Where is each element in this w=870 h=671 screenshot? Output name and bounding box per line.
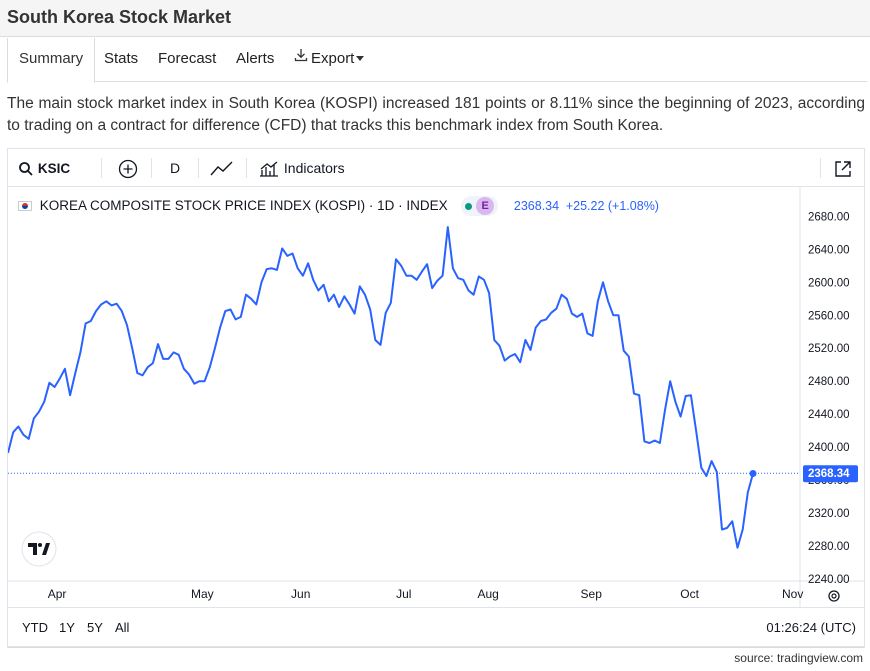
chart-toolbar: KSIC D Indicators bbox=[8, 149, 864, 187]
tab-summary[interactable]: Summary bbox=[7, 38, 96, 83]
indicators-label: Indicators bbox=[283, 160, 345, 176]
symbol-search[interactable]: KSIC bbox=[18, 149, 70, 187]
last-price-tag: 2368.34 bbox=[803, 465, 858, 483]
range-1y-button[interactable]: 1Y bbox=[59, 620, 75, 635]
symbol-label: KSIC bbox=[37, 161, 71, 176]
range-ytd-button[interactable]: YTD bbox=[22, 620, 48, 635]
y-tick-label: 2320.00 bbox=[808, 508, 850, 520]
price-tag-background bbox=[803, 465, 858, 483]
indicators-button[interactable]: Indicators bbox=[258, 149, 345, 187]
add-circle-icon bbox=[117, 160, 139, 179]
interval-button[interactable]: D bbox=[170, 160, 181, 176]
source-credit: source: tradingview.com bbox=[734, 651, 863, 665]
y-tick-label: 2400.00 bbox=[808, 442, 850, 454]
tab-forecast[interactable]: Forecast bbox=[158, 50, 217, 67]
x-tick-label: Jul bbox=[396, 587, 411, 601]
chart-area[interactable]: 2680.00 2640.00 2600.00 2560.00 2520.00 2480.… bbox=[8, 187, 864, 607]
utc-clock: 01:26:24 (UTC) bbox=[766, 620, 856, 635]
x-tick-label: Apr bbox=[48, 587, 67, 601]
earnings-badge: E bbox=[476, 197, 495, 216]
legend-change: +25.22 (+1.08%) bbox=[565, 198, 659, 213]
download-icon bbox=[293, 38, 309, 80]
x-tick-label: Aug bbox=[477, 587, 498, 601]
indicators-icon bbox=[258, 160, 280, 177]
x-tick-label: Jun bbox=[291, 587, 310, 601]
legend-price: 2368.34 bbox=[513, 198, 560, 213]
y-tick-label: 2280.00 bbox=[808, 541, 850, 553]
chart-legend: KOREA COMPOSITE STOCK PRICE INDEX (KOSPI… bbox=[18, 196, 659, 216]
last-point-marker bbox=[749, 470, 757, 478]
y-tick-label: 2520.00 bbox=[808, 343, 850, 355]
tradingview-logo bbox=[21, 531, 57, 567]
chart-widget: KSIC D Indicators 2680.00 2640.00 2600.00 2… bbox=[7, 148, 865, 647]
x-tick-label: Sep bbox=[581, 587, 603, 601]
range-all-button[interactable]: All bbox=[115, 620, 130, 635]
y-tick-label: 2600.00 bbox=[808, 277, 850, 289]
market-description: The main stock market index in South Kor… bbox=[7, 95, 865, 134]
y-tick-label: 2480.00 bbox=[808, 376, 850, 388]
export-label: Export bbox=[311, 50, 355, 67]
x-tick-label: Nov bbox=[782, 587, 803, 601]
y-tick-label: 2560.00 bbox=[808, 310, 850, 322]
page-title: South Korea Stock Market bbox=[7, 7, 232, 27]
x-tick-label: Oct bbox=[680, 587, 699, 601]
settings-icon[interactable] bbox=[828, 590, 840, 602]
tab-stats[interactable]: Stats bbox=[104, 50, 139, 67]
series-line bbox=[8, 226, 754, 549]
search-icon bbox=[18, 160, 34, 176]
y-tick-label: 2240.00 bbox=[808, 574, 850, 586]
y-tick-label: 2680.00 bbox=[808, 211, 850, 223]
divider bbox=[7, 647, 865, 648]
tab-export[interactable]: Export bbox=[293, 38, 365, 82]
line-chart-icon bbox=[210, 160, 234, 176]
y-axis: 2680.00 2640.00 2600.00 2560.00 2520.00 2480.… bbox=[808, 211, 850, 586]
y-tick-label: 2640.00 bbox=[808, 244, 850, 256]
chart-type-button[interactable] bbox=[210, 149, 234, 187]
tab-bar: Summary Stats Forecast Alerts Export bbox=[7, 38, 867, 83]
south-korea-flag-icon bbox=[18, 201, 32, 211]
price-tag-label: 2368.34 bbox=[808, 468, 850, 480]
external-link-icon bbox=[833, 160, 853, 177]
compare-button[interactable] bbox=[117, 149, 139, 187]
tab-alerts[interactable]: Alerts bbox=[236, 50, 275, 67]
range-bar: YTD 1Y 5Y All 01:26:24 (UTC) bbox=[8, 607, 864, 647]
price-chart[interactable]: 2680.00 2640.00 2600.00 2560.00 2520.00 2480.… bbox=[8, 187, 864, 607]
status-badge: E bbox=[461, 196, 499, 216]
fullscreen-button[interactable] bbox=[833, 149, 853, 187]
range-5y-button[interactable]: 5Y bbox=[87, 620, 103, 635]
market-open-dot bbox=[465, 202, 473, 210]
x-tick-label: May bbox=[191, 587, 214, 601]
x-axis: Apr May Jun Jul Aug Sep Oct Nov bbox=[48, 587, 804, 601]
y-tick-label: 2440.00 bbox=[808, 409, 850, 421]
chevron-down-icon bbox=[356, 55, 365, 61]
title-bar: South Korea Stock Market bbox=[0, 0, 870, 37]
legend-name: KOREA COMPOSITE STOCK PRICE INDEX (KOSPI… bbox=[39, 197, 448, 213]
